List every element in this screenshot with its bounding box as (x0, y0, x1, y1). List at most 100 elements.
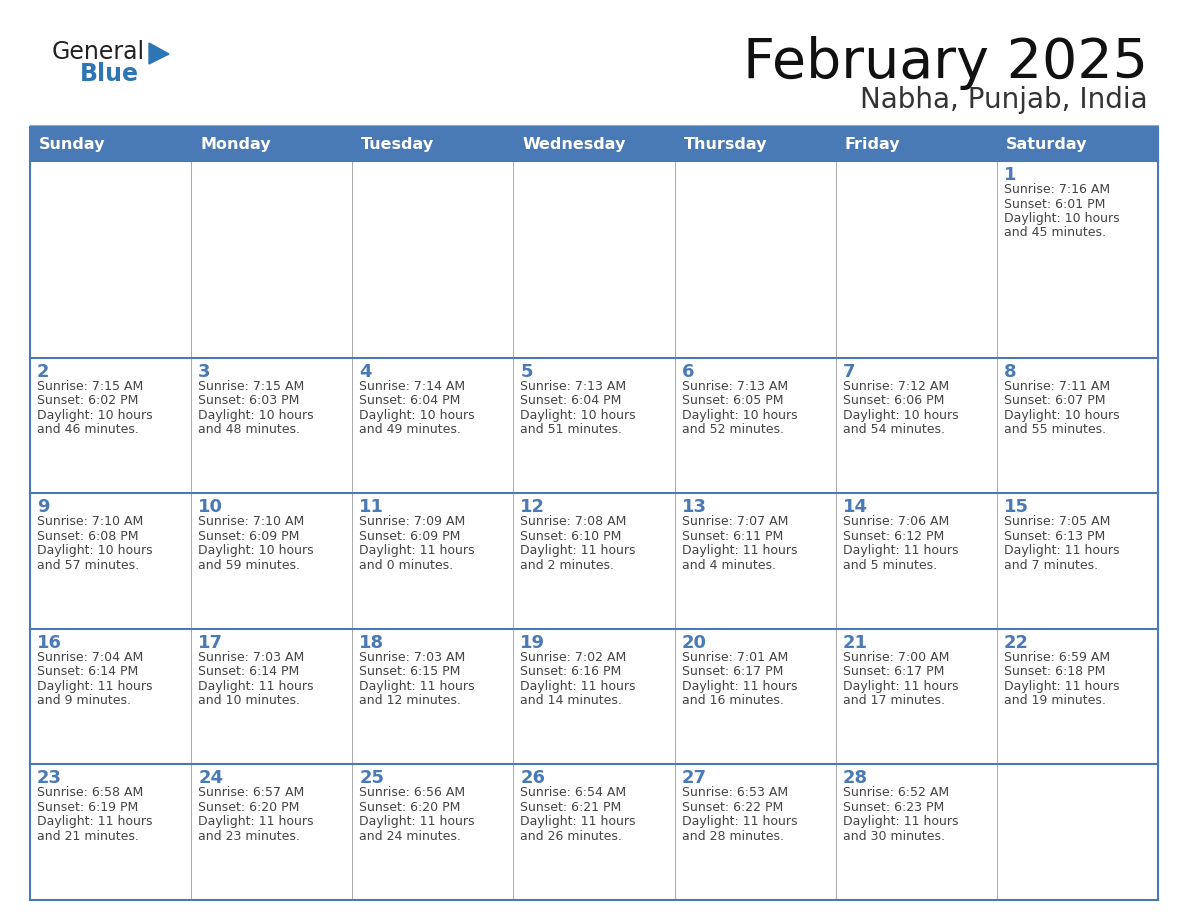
Text: and 55 minutes.: and 55 minutes. (1004, 423, 1106, 436)
Text: Sunrise: 7:09 AM: Sunrise: 7:09 AM (359, 515, 466, 528)
Bar (353, 358, 513, 493)
Text: and 52 minutes.: and 52 minutes. (682, 423, 784, 436)
Text: 7: 7 (842, 363, 855, 381)
Bar (675, 127, 835, 161)
Text: Sunrise: 7:03 AM: Sunrise: 7:03 AM (359, 651, 466, 664)
Text: Daylight: 11 hours: Daylight: 11 hours (37, 680, 152, 693)
Text: Sunrise: 6:53 AM: Sunrise: 6:53 AM (682, 787, 788, 800)
Bar (835, 127, 997, 161)
Text: 21: 21 (842, 633, 867, 652)
Text: Saturday: Saturday (1006, 137, 1087, 151)
Text: and 19 minutes.: and 19 minutes. (1004, 694, 1106, 707)
Text: Sunday: Sunday (39, 137, 106, 151)
Text: Daylight: 11 hours: Daylight: 11 hours (198, 815, 314, 828)
Text: Sunrise: 6:56 AM: Sunrise: 6:56 AM (359, 787, 466, 800)
Text: Sunrise: 7:14 AM: Sunrise: 7:14 AM (359, 380, 466, 393)
Text: and 2 minutes.: and 2 minutes. (520, 559, 614, 572)
Bar (675, 765, 835, 900)
Bar (675, 629, 835, 765)
Text: 12: 12 (520, 498, 545, 516)
Text: Daylight: 11 hours: Daylight: 11 hours (1004, 680, 1119, 693)
Text: 1: 1 (1004, 166, 1017, 184)
Text: and 48 minutes.: and 48 minutes. (198, 423, 301, 436)
Text: Daylight: 11 hours: Daylight: 11 hours (520, 680, 636, 693)
Text: Sunrise: 7:08 AM: Sunrise: 7:08 AM (520, 515, 627, 528)
Text: and 9 minutes.: and 9 minutes. (37, 694, 131, 707)
Text: Sunset: 6:06 PM: Sunset: 6:06 PM (842, 394, 944, 407)
Text: 24: 24 (198, 769, 223, 788)
Bar (191, 493, 353, 629)
Text: 20: 20 (682, 633, 707, 652)
Bar (997, 358, 1158, 493)
Text: Daylight: 11 hours: Daylight: 11 hours (520, 544, 636, 557)
Text: and 12 minutes.: and 12 minutes. (359, 694, 461, 707)
Text: Thursday: Thursday (683, 137, 767, 151)
Text: 13: 13 (682, 498, 707, 516)
Bar (513, 493, 675, 629)
Text: Wednesday: Wednesday (523, 137, 626, 151)
Bar (353, 493, 513, 629)
Text: 27: 27 (682, 769, 707, 788)
Bar (191, 629, 353, 765)
Text: Blue: Blue (80, 62, 139, 86)
Text: 28: 28 (842, 769, 868, 788)
Text: and 16 minutes.: and 16 minutes. (682, 694, 783, 707)
Text: Sunrise: 7:11 AM: Sunrise: 7:11 AM (1004, 380, 1110, 393)
Text: Daylight: 10 hours: Daylight: 10 hours (682, 409, 797, 421)
Text: Sunrise: 7:12 AM: Sunrise: 7:12 AM (842, 380, 949, 393)
Text: Sunrise: 6:54 AM: Sunrise: 6:54 AM (520, 787, 626, 800)
Text: Sunrise: 7:03 AM: Sunrise: 7:03 AM (198, 651, 304, 664)
Text: Sunrise: 7:06 AM: Sunrise: 7:06 AM (842, 515, 949, 528)
Text: 8: 8 (1004, 363, 1017, 381)
Text: and 49 minutes.: and 49 minutes. (359, 423, 461, 436)
Text: 9: 9 (37, 498, 50, 516)
Bar (191, 358, 353, 493)
Text: Daylight: 11 hours: Daylight: 11 hours (1004, 544, 1119, 557)
Text: Sunset: 6:13 PM: Sunset: 6:13 PM (1004, 530, 1105, 543)
Text: Daylight: 11 hours: Daylight: 11 hours (842, 680, 959, 693)
Bar (353, 765, 513, 900)
Text: and 23 minutes.: and 23 minutes. (198, 830, 301, 843)
Text: 6: 6 (682, 363, 694, 381)
Bar (353, 629, 513, 765)
Text: Sunrise: 6:52 AM: Sunrise: 6:52 AM (842, 787, 949, 800)
Text: Daylight: 10 hours: Daylight: 10 hours (1004, 409, 1119, 421)
Text: Daylight: 10 hours: Daylight: 10 hours (37, 409, 152, 421)
Bar (353, 161, 513, 358)
Text: Sunset: 6:23 PM: Sunset: 6:23 PM (842, 800, 944, 814)
Text: Sunset: 6:08 PM: Sunset: 6:08 PM (37, 530, 139, 543)
Bar (191, 127, 353, 161)
Text: Sunset: 6:16 PM: Sunset: 6:16 PM (520, 666, 621, 678)
Text: Sunset: 6:04 PM: Sunset: 6:04 PM (520, 394, 621, 407)
Text: 23: 23 (37, 769, 62, 788)
Text: and 14 minutes.: and 14 minutes. (520, 694, 623, 707)
Text: and 45 minutes.: and 45 minutes. (1004, 227, 1106, 240)
Text: 5: 5 (520, 363, 533, 381)
Text: Sunrise: 7:01 AM: Sunrise: 7:01 AM (682, 651, 788, 664)
Text: Daylight: 10 hours: Daylight: 10 hours (198, 409, 314, 421)
Text: Sunrise: 7:05 AM: Sunrise: 7:05 AM (1004, 515, 1111, 528)
Bar (30, 765, 191, 900)
Bar (997, 629, 1158, 765)
Text: and 0 minutes.: and 0 minutes. (359, 559, 454, 572)
Text: Sunset: 6:18 PM: Sunset: 6:18 PM (1004, 666, 1105, 678)
Text: Sunset: 6:03 PM: Sunset: 6:03 PM (198, 394, 299, 407)
Text: 25: 25 (359, 769, 384, 788)
Bar (30, 127, 191, 161)
Text: 22: 22 (1004, 633, 1029, 652)
Text: Sunrise: 6:58 AM: Sunrise: 6:58 AM (37, 787, 144, 800)
Text: Sunset: 6:09 PM: Sunset: 6:09 PM (198, 530, 299, 543)
Text: and 26 minutes.: and 26 minutes. (520, 830, 623, 843)
Bar (675, 161, 835, 358)
Text: 15: 15 (1004, 498, 1029, 516)
Text: Daylight: 10 hours: Daylight: 10 hours (842, 409, 959, 421)
Text: and 24 minutes.: and 24 minutes. (359, 830, 461, 843)
Bar (30, 493, 191, 629)
Text: Sunset: 6:14 PM: Sunset: 6:14 PM (37, 666, 138, 678)
Text: Daylight: 11 hours: Daylight: 11 hours (359, 815, 475, 828)
Text: 18: 18 (359, 633, 385, 652)
Bar (997, 493, 1158, 629)
Text: and 10 minutes.: and 10 minutes. (198, 694, 301, 707)
Text: 19: 19 (520, 633, 545, 652)
Text: Sunset: 6:02 PM: Sunset: 6:02 PM (37, 394, 138, 407)
